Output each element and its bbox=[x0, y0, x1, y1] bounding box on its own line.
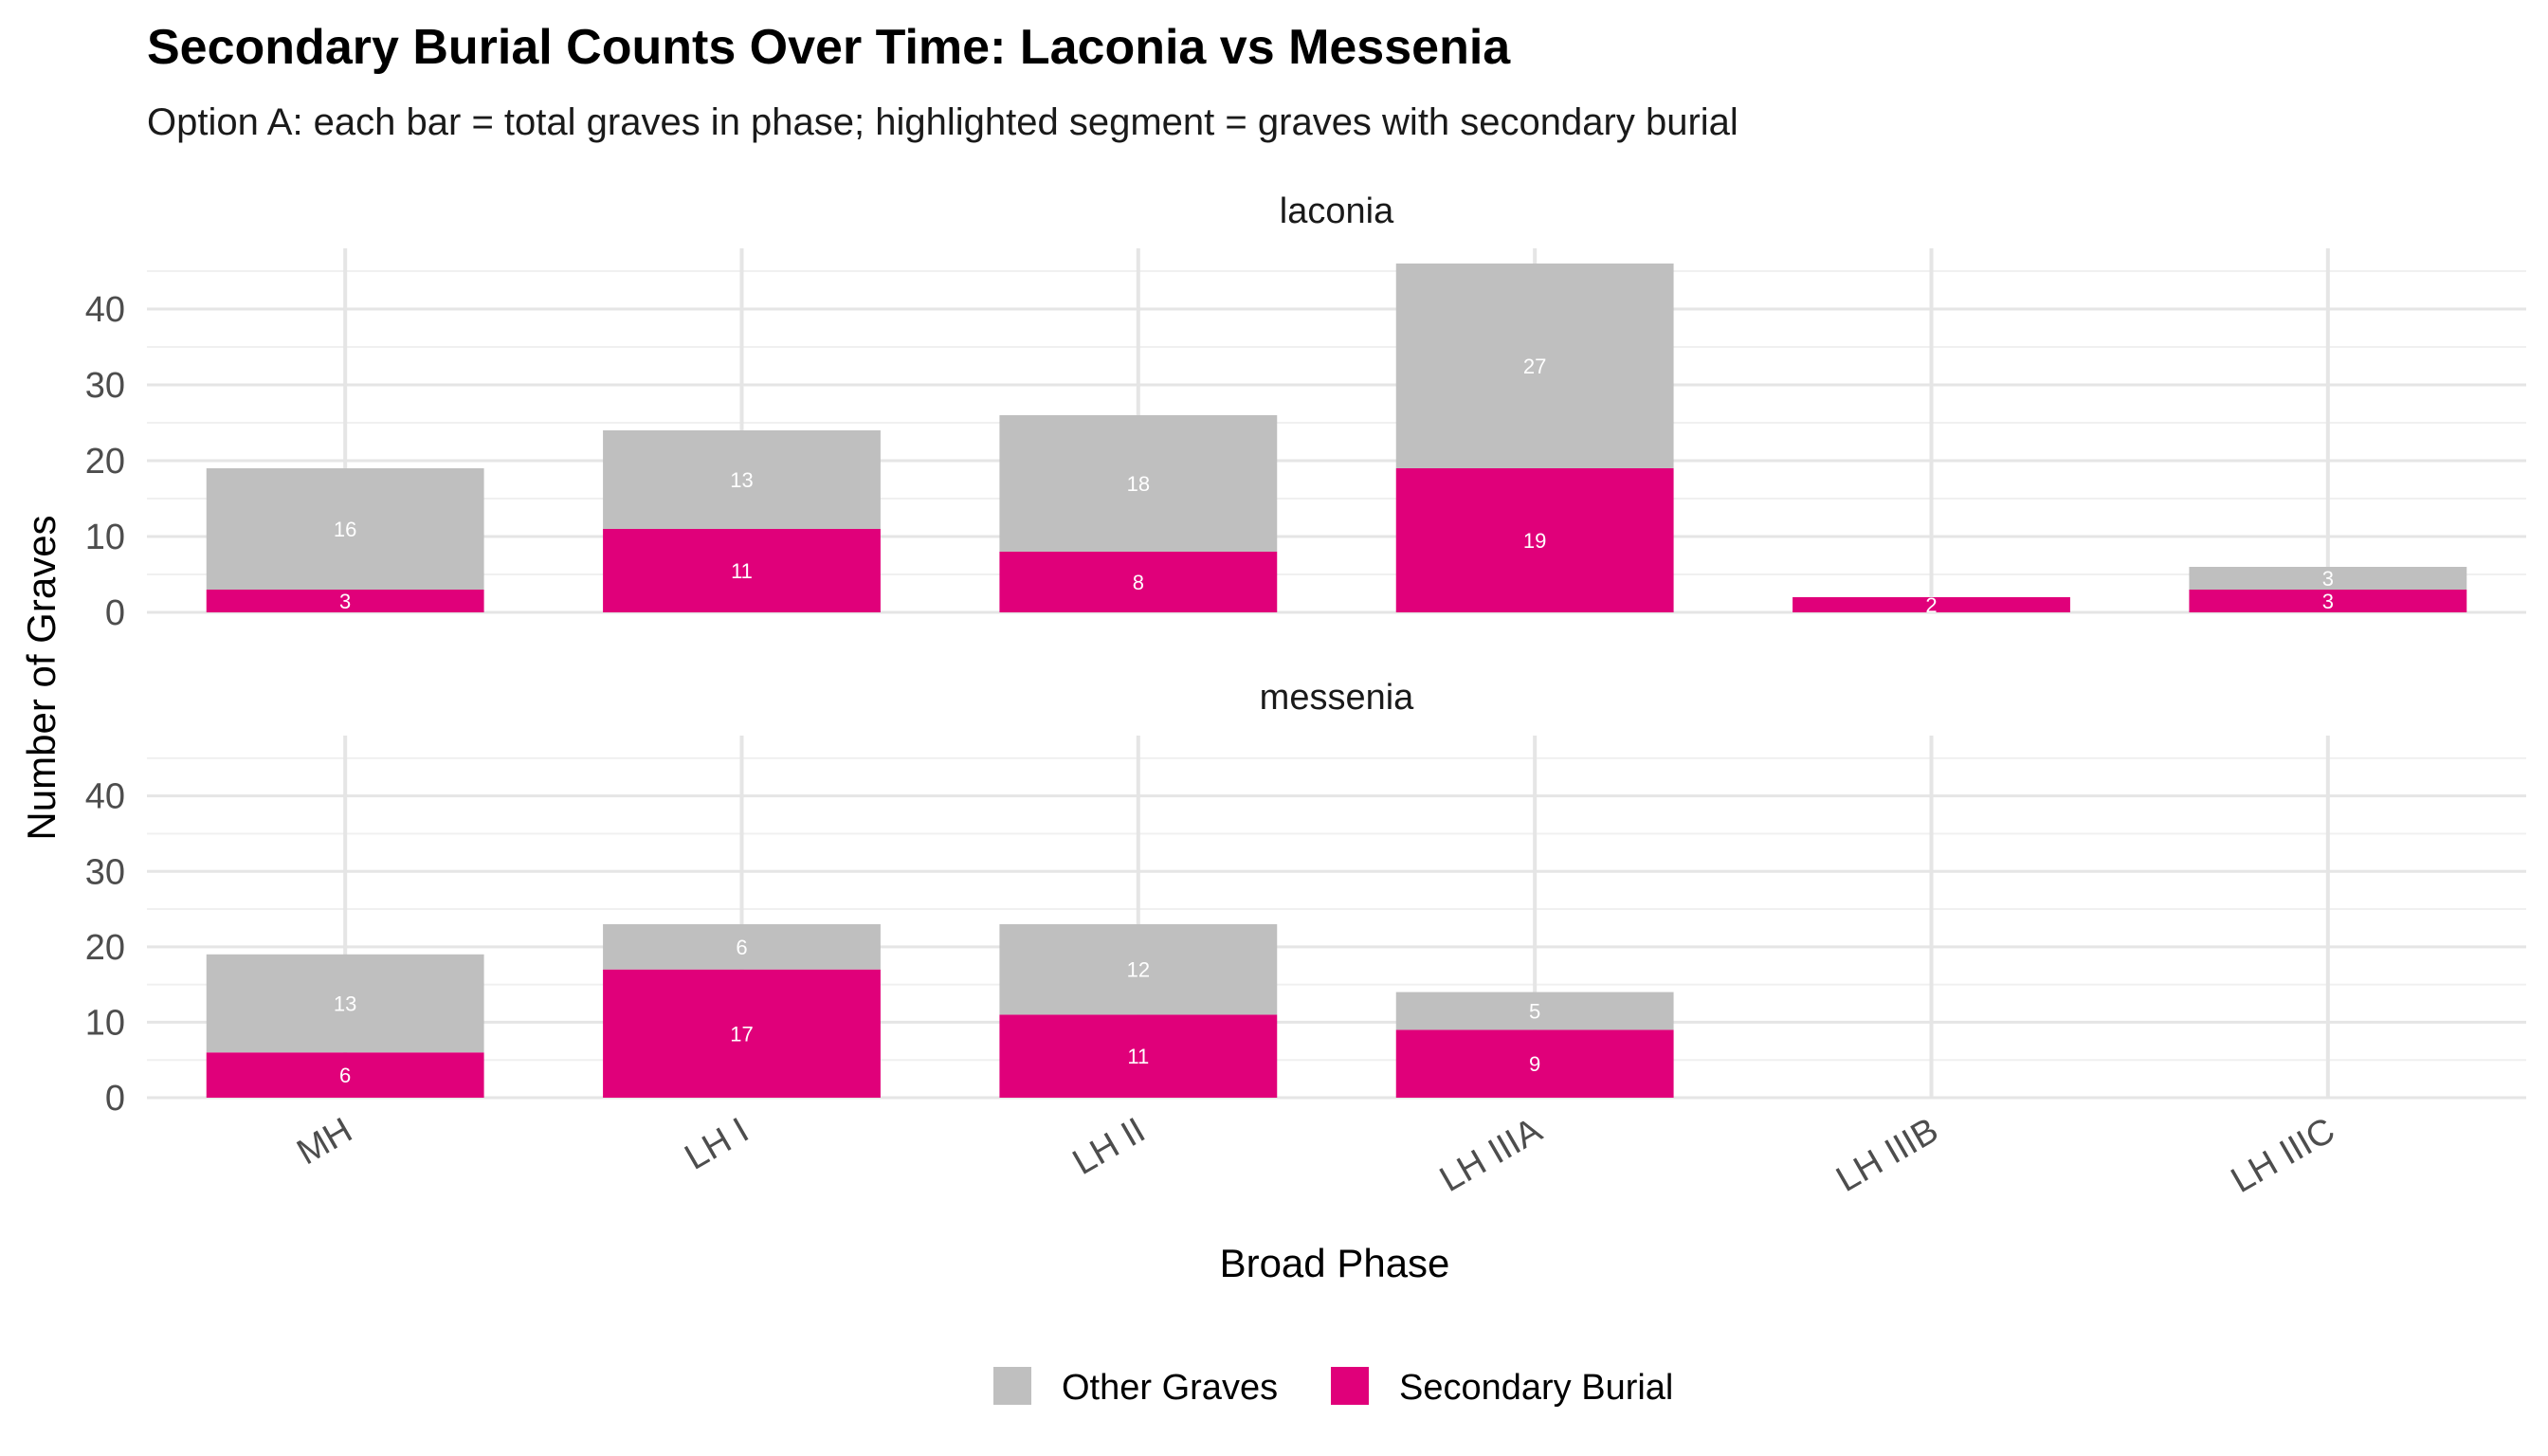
gridlines bbox=[147, 248, 2526, 614]
x-tick-label-lh-ii: LH II bbox=[1066, 1110, 1152, 1182]
y-tick-label: 0 bbox=[105, 593, 125, 633]
data-label-secondary-burial: 3 bbox=[339, 590, 351, 613]
panel-strip-label: laconia bbox=[1280, 191, 1394, 231]
gridlines bbox=[147, 736, 2526, 1100]
legend-item-other-graves: Other Graves bbox=[993, 1367, 1278, 1408]
x-tick-label-lh-iiic: LH IIIC bbox=[2225, 1110, 2341, 1200]
data-label-other-graves: 5 bbox=[1529, 999, 1540, 1023]
data-label-other-graves: 27 bbox=[1523, 355, 1546, 378]
y-tick-label: 10 bbox=[85, 518, 125, 557]
x-tick-label-mh: MH bbox=[290, 1110, 358, 1173]
y-tick-label: 40 bbox=[85, 290, 125, 330]
legend-label: Other Graves bbox=[1062, 1368, 1278, 1408]
bar-secondary-burial-lh-ii bbox=[999, 552, 1278, 612]
y-tick-label: 20 bbox=[85, 442, 125, 482]
data-label-other-graves: 13 bbox=[730, 468, 753, 492]
x-tick-label-lh-iiib: LH IIIB bbox=[1829, 1110, 1945, 1199]
y-tick-label: 30 bbox=[85, 852, 125, 892]
data-label-secondary-burial: 9 bbox=[1529, 1052, 1540, 1076]
x-tick-label-lh-iiia: LH IIIA bbox=[1433, 1110, 1549, 1200]
bar-secondary-burial-lh-iiia bbox=[1395, 468, 1674, 612]
data-label-secondary-burial: 19 bbox=[1523, 529, 1546, 553]
bar-other-graves-lh-i bbox=[603, 430, 881, 529]
data-label-secondary-burial: 17 bbox=[730, 1022, 753, 1046]
x-tick-label-lh-i: LH I bbox=[679, 1110, 755, 1177]
y-tick-label: 40 bbox=[85, 777, 125, 817]
data-label-secondary-burial: 2 bbox=[1925, 593, 1937, 617]
bar-secondary-burial-lh-iiic bbox=[2189, 590, 2467, 612]
bar-other-graves-lh-ii bbox=[999, 415, 1278, 552]
bar-secondary-burial-lh-i bbox=[603, 529, 881, 612]
legend-swatch bbox=[1331, 1367, 1369, 1405]
legend: Other Graves Secondary Burial bbox=[993, 1367, 1673, 1408]
x-tick-labels: MH LH I LH II LH IIIA LH IIIB LH IIIC bbox=[290, 1110, 2341, 1201]
panel-messenia: messenia 0 10 20 30 40 6 13 17 6 11 12 9 5 bbox=[85, 678, 2526, 1119]
bar-secondary-burial-mh bbox=[206, 590, 484, 612]
bar-other-graves-lh-iiic bbox=[2189, 567, 2467, 590]
y-tick-label: 30 bbox=[85, 366, 125, 406]
bar-other-graves-lh-iiia bbox=[1395, 264, 1674, 468]
y-axis-title: Number of Graves bbox=[19, 515, 64, 840]
bar-other-graves-mh bbox=[206, 468, 484, 590]
bar-secondary-burial-lh-iiia bbox=[1395, 1029, 1674, 1098]
legend-label: Secondary Burial bbox=[1399, 1368, 1673, 1408]
bar-other-graves-lh-ii bbox=[999, 923, 1278, 1015]
data-label-other-graves: 6 bbox=[736, 936, 747, 959]
bar-other-graves-lh-i bbox=[603, 923, 881, 970]
x-axis-title: Broad Phase bbox=[1220, 1241, 1450, 1285]
bar-other-graves-mh bbox=[206, 954, 484, 1053]
data-label-other-graves: 3 bbox=[2322, 567, 2334, 591]
bar-secondary-burial-lh-i bbox=[603, 969, 881, 1098]
chart-subtitle: Option A: each bar = total graves in pha… bbox=[147, 101, 1738, 143]
data-label-other-graves: 18 bbox=[1127, 472, 1150, 496]
bar-secondary-burial-lh-ii bbox=[999, 1014, 1278, 1098]
chart-title: Secondary Burial Counts Over Time: Lacon… bbox=[147, 20, 1511, 75]
bar-secondary-burial-mh bbox=[206, 1052, 484, 1098]
y-tick-label: 10 bbox=[85, 1003, 125, 1043]
y-tick-label: 20 bbox=[85, 928, 125, 968]
data-label-secondary-burial: 8 bbox=[1133, 571, 1144, 594]
bar-other-graves-lh-iiia bbox=[1395, 992, 1674, 1030]
data-label-other-graves: 13 bbox=[334, 992, 356, 1016]
data-label-secondary-burial: 3 bbox=[2322, 590, 2334, 613]
data-label-secondary-burial: 11 bbox=[731, 559, 753, 583]
legend-swatch bbox=[993, 1367, 1031, 1405]
data-label-secondary-burial: 6 bbox=[339, 1064, 351, 1087]
legend-item-secondary-burial: Secondary Burial bbox=[1331, 1367, 1673, 1408]
data-label-other-graves: 16 bbox=[334, 518, 356, 541]
data-label-other-graves: 12 bbox=[1127, 958, 1150, 982]
y-tick-label: 0 bbox=[105, 1079, 125, 1119]
bars: 6 13 17 6 11 12 9 5 bbox=[206, 923, 1674, 1098]
data-label-secondary-burial: 11 bbox=[1127, 1045, 1149, 1068]
panel-strip-label: messenia bbox=[1260, 678, 1414, 718]
bar-secondary-burial-lh-iiib bbox=[1793, 597, 2070, 612]
